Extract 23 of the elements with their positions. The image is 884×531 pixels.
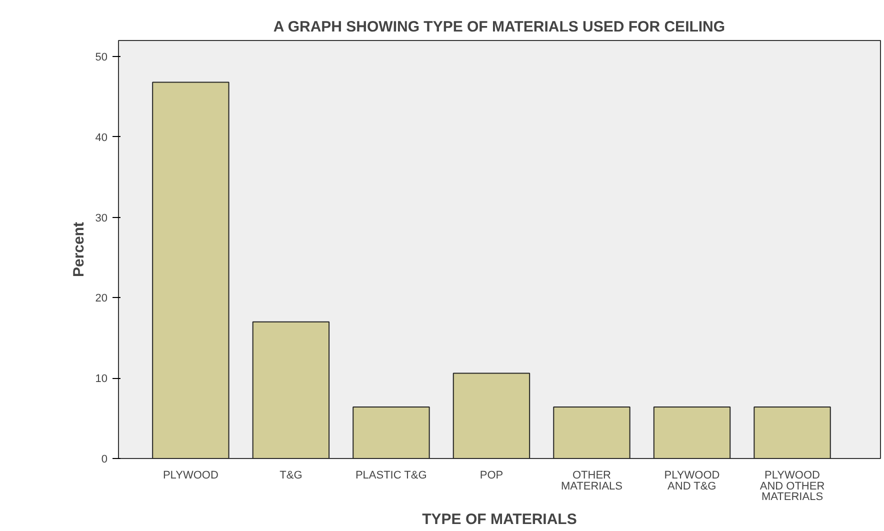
y-tick-label: 10 (95, 373, 108, 386)
y-tick-label: 40 (95, 132, 108, 144)
x-tick-label: PLYWOOD AND OTHER MATERIALS (760, 470, 825, 504)
x-tick-label: OTHER MATERIALS (560, 470, 623, 492)
x-tick-label: POP (480, 470, 504, 482)
x-tick-label: PLYWOOD AND T&G (664, 470, 720, 492)
bar (452, 372, 530, 458)
bar (653, 406, 731, 458)
bar (553, 406, 630, 458)
bar (252, 321, 330, 458)
y-tick-label: 30 (95, 212, 108, 224)
chart-title: A GRAPH SHOWING TYPE OF MATERIALS USED FOR CEILING (273, 18, 726, 36)
x-axis-title: TYPE OF MATERIALS (422, 511, 577, 528)
y-tick-label: 20 (95, 292, 108, 305)
x-tick-label: PLYWOOD (162, 470, 218, 482)
y-axis-title: Percent (70, 222, 88, 278)
x-tick-label: PLASTIC T&G (355, 470, 427, 482)
bar (152, 82, 230, 458)
bar (352, 406, 430, 458)
x-tick-label: T&G (280, 470, 302, 482)
y-tick-label: 0 (101, 454, 108, 466)
bar (754, 406, 831, 458)
y-tick-label: 50 (95, 52, 108, 64)
